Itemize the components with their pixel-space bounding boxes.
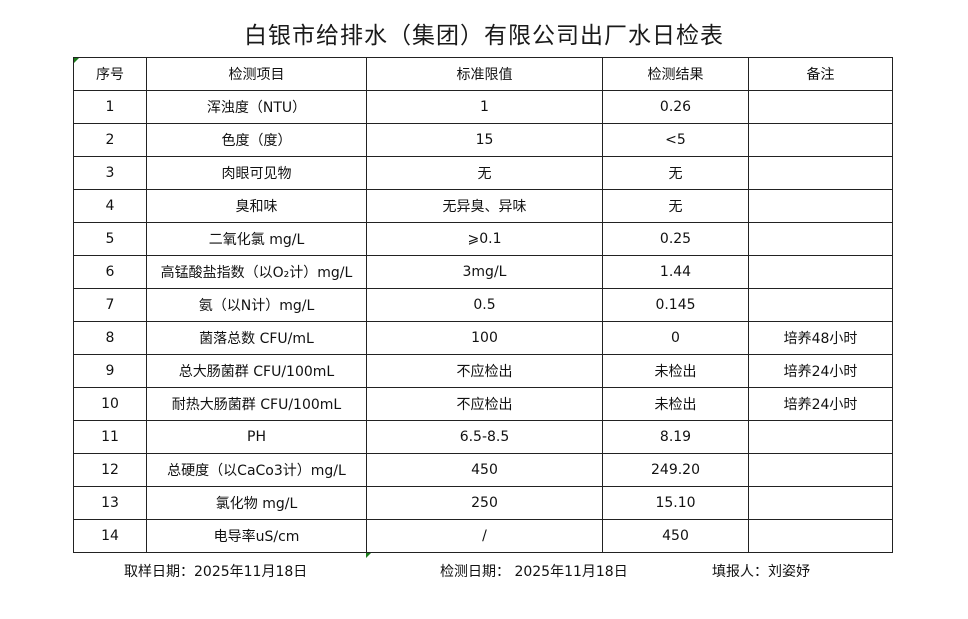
remark: [748, 288, 893, 322]
table-row: 7 氨（以N计）mg/L 0.5 0.145: [73, 288, 893, 322]
standard-limit: 不应检出: [366, 354, 603, 388]
standard-limit: 0.5: [366, 288, 603, 322]
row-number: 14: [73, 519, 147, 553]
table-row: 3 肉眼可见物无无: [73, 156, 893, 190]
test-result: 450: [602, 519, 749, 553]
test-item: 浑浊度（NTU）: [146, 90, 367, 124]
remark: [748, 90, 893, 124]
test-result: 无: [602, 189, 749, 223]
standard-limit: 无: [366, 156, 603, 190]
table-row: 1 浑浊度（NTU） 1 0.26: [73, 90, 893, 124]
test-item: 色度（度）: [146, 123, 367, 157]
row-number: 1: [73, 90, 147, 124]
table-row: 12 总硬度（以CaCo3计）mg/L 450 249.20: [73, 453, 893, 487]
cell-marker: [74, 58, 79, 63]
table-row: 6 高锰酸盐指数（以O₂计）mg/L 3mg/L 1.44: [73, 255, 893, 289]
row-number: 12: [73, 453, 147, 487]
header-cell: 检测项目: [146, 57, 367, 91]
row-number: 9: [73, 354, 147, 388]
row-number: 13: [73, 486, 147, 520]
row-number: 8: [73, 321, 147, 355]
row-number: 2: [73, 123, 147, 157]
test-item: 总硬度（以CaCo3计）mg/L: [146, 453, 367, 487]
remark: [748, 420, 893, 454]
test-item: 电导率uS/cm: [146, 519, 367, 553]
header-cell: 备注: [748, 57, 893, 91]
standard-limit: 3mg/L: [366, 255, 603, 289]
test-item: 菌落总数 CFU/mL: [146, 321, 367, 355]
table-row: 14 电导率uS/cm/450: [73, 519, 893, 553]
test-item: 氨（以N计）mg/L: [146, 288, 367, 322]
test-result: 0: [602, 321, 749, 355]
test-result: 未检出: [602, 354, 749, 388]
remark: [748, 156, 893, 190]
remark: [748, 486, 893, 520]
standard-limit: 无异臭、异味: [366, 189, 603, 223]
test-date: 检测日期： 2025年11月18日: [440, 564, 628, 580]
remark: 培养24小时: [748, 387, 893, 421]
test-item: 氯化物 mg/L: [146, 486, 367, 520]
test-item: PH: [146, 420, 367, 454]
remark: [748, 519, 893, 553]
header-cell: 标准限值: [366, 57, 603, 91]
table-row: 8 菌落总数 CFU/mL 100 0 培养48小时: [73, 321, 893, 355]
row-number: 10: [73, 387, 147, 421]
row-number: 3: [73, 156, 147, 190]
row-number: 7: [73, 288, 147, 322]
test-result: 8.19: [602, 420, 749, 454]
standard-limit: 6.5-8.5: [366, 420, 603, 454]
test-item: 耐热大肠菌群 CFU/100mL: [146, 387, 367, 421]
table-row: 13 氯化物 mg/L 250 15.10: [73, 486, 893, 520]
standard-limit: /: [366, 519, 603, 553]
header-cell: 序号: [73, 57, 147, 91]
table-row: 10 耐热大肠菌群 CFU/100mL 不应检出 未检出 培养24小时: [73, 387, 893, 421]
test-item: 二氧化氯 mg/L: [146, 222, 367, 256]
standard-limit: 不应检出: [366, 387, 603, 421]
table-row: 9 总大肠菌群 CFU/100mL 不应检出 未检出 培养24小时: [73, 354, 893, 388]
test-result: 0.25: [602, 222, 749, 256]
standard-limit: 250: [366, 486, 603, 520]
cell-marker: [366, 553, 371, 558]
table-row: 4 臭和味 无异臭、异味无: [73, 189, 893, 223]
table-row: 11 PH 6.5-8.5 8.19: [73, 420, 893, 454]
inspection-table: 序号 检测项目 标准限值 检测结果 备注 1 浑浊度（NTU） 1 0.26 2 色度（度…: [73, 57, 893, 553]
test-item: 肉眼可见物: [146, 156, 367, 190]
remark: [748, 123, 893, 157]
test-result: 15.10: [602, 486, 749, 520]
row-number: 4: [73, 189, 147, 223]
standard-limit: 100: [366, 321, 603, 355]
header-cell: 检测结果: [602, 57, 749, 91]
header-row: 序号 检测项目 标准限值 检测结果 备注: [73, 57, 893, 91]
remark: [748, 453, 893, 487]
row-number: 5: [73, 222, 147, 256]
remark: [748, 222, 893, 256]
row-number: 11: [73, 420, 147, 454]
test-result: 1.44: [602, 255, 749, 289]
remark: 培养24小时: [748, 354, 893, 388]
remark: [748, 189, 893, 223]
test-item: 臭和味: [146, 189, 367, 223]
page-title: 白银市给排水（集团）有限公司出厂水日检表: [244, 23, 724, 49]
remark: [748, 255, 893, 289]
test-item: 高锰酸盐指数（以O₂计）mg/L: [146, 255, 367, 289]
test-item: 总大肠菌群 CFU/100mL: [146, 354, 367, 388]
test-result: 未检出: [602, 387, 749, 421]
reporter: 填报人：刘姿妤: [712, 564, 810, 580]
standard-limit: 450: [366, 453, 603, 487]
test-result: 0.26: [602, 90, 749, 124]
test-result: 无: [602, 156, 749, 190]
sampling-date: 取样日期：2025年11月18日: [124, 564, 308, 580]
test-result: 249.20: [602, 453, 749, 487]
standard-limit: ⩾0.1: [366, 222, 603, 256]
table-row: 2 色度（度） 15 <5: [73, 123, 893, 157]
remark: 培养48小时: [748, 321, 893, 355]
table-row: 5 二氧化氯 mg/L ⩾0.1 0.25: [73, 222, 893, 256]
standard-limit: 1: [366, 90, 603, 124]
standard-limit: 15: [366, 123, 603, 157]
test-result: <5: [602, 123, 749, 157]
row-number: 6: [73, 255, 147, 289]
test-result: 0.145: [602, 288, 749, 322]
